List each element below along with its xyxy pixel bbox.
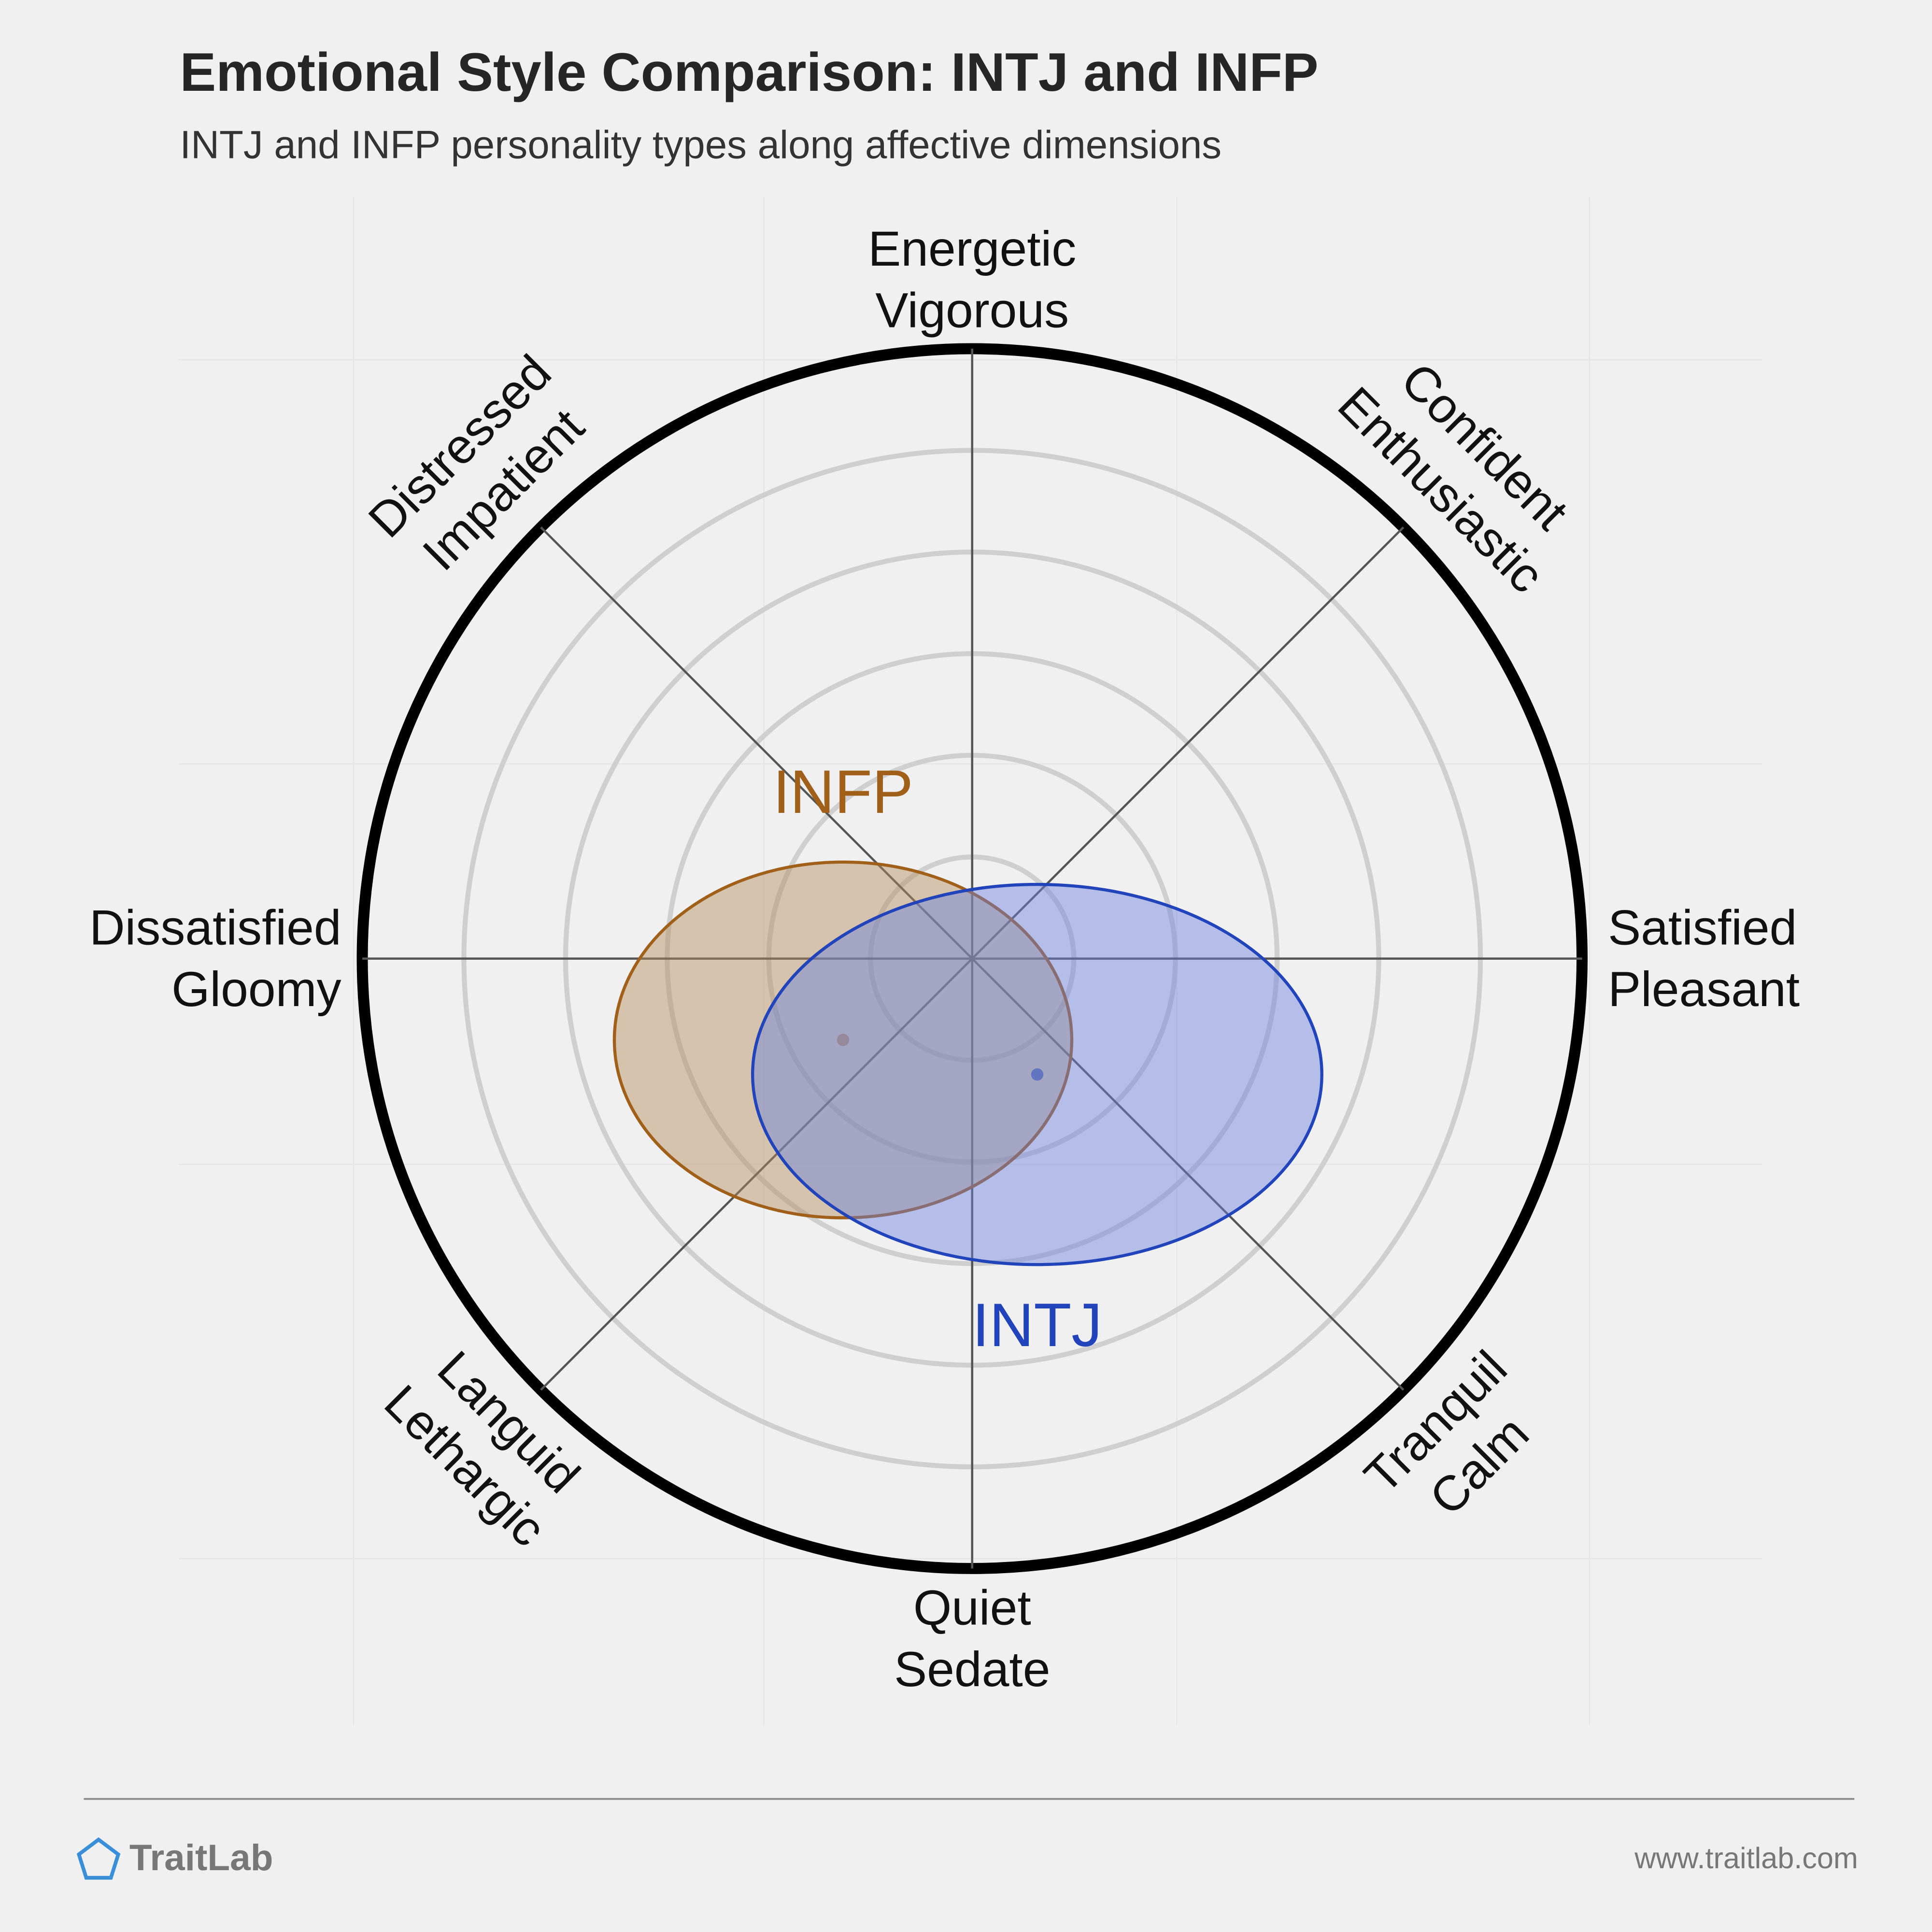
axis-label-line: Dissatisfied	[89, 900, 341, 955]
chart-title: Emotional Style Comparison: INTJ and INF…	[180, 42, 1318, 102]
axis-label-line: Vigorous	[875, 283, 1069, 338]
axis-label: Satisfied Pleasant	[1608, 900, 1800, 1017]
series-label: INTJ	[972, 1291, 1102, 1360]
axis-label-line: Satisfied	[1608, 900, 1797, 955]
series-center	[837, 1034, 850, 1046]
series-center	[1031, 1068, 1044, 1081]
series-label: INFP	[773, 758, 913, 826]
axis-label: Energetic Vigorous	[868, 221, 1076, 338]
axis-label-line: Sedate	[894, 1642, 1050, 1697]
brand: TraitLab	[129, 1837, 273, 1878]
plot: EnergeticVigorousConfidentEnthusiasticSa…	[89, 221, 1800, 1697]
axis-label: Dissatisfied Gloomy	[89, 900, 341, 1017]
logo-icon	[76, 1837, 121, 1880]
axis-label-line: Gloomy	[171, 962, 341, 1017]
footer-url: www.traitlab.com	[1634, 1842, 1858, 1875]
axis-label-line: Pleasant	[1608, 962, 1800, 1017]
axis-label-line: Quiet	[913, 1580, 1031, 1635]
chart-subtitle: INTJ and INFP personality types along af…	[180, 123, 1222, 167]
axis-label: Quiet Sedate	[894, 1580, 1050, 1697]
axis-label-line: Energetic	[868, 221, 1076, 276]
spoke	[540, 526, 1405, 1391]
